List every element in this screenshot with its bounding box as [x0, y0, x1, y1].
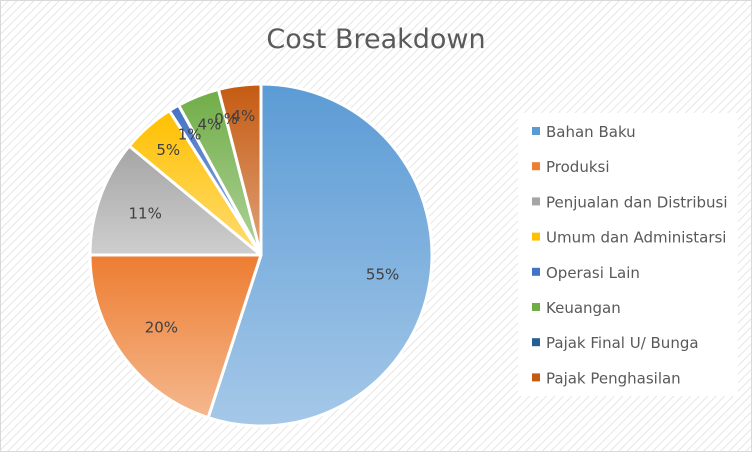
legend-label: Pajak Final U/ Bunga — [546, 334, 699, 352]
legend-swatch — [532, 267, 540, 276]
pie-slice — [206, 82, 434, 428]
data-label: 4% — [232, 107, 256, 125]
legend-label: Keuangan — [546, 299, 621, 317]
legend-label: Produksi — [546, 158, 610, 176]
legend-swatch — [532, 197, 540, 206]
legend-swatch — [532, 127, 540, 135]
pie-slice — [88, 144, 263, 257]
legend-label: Umum dan Administarsi — [546, 229, 726, 247]
legend-swatch — [532, 338, 540, 347]
legend-swatch — [532, 303, 540, 311]
legend-label: Bahan Baku — [546, 123, 636, 141]
data-label: 1% — [178, 125, 202, 143]
legend-swatch — [532, 232, 540, 241]
legend-swatch — [532, 373, 540, 382]
legend: Bahan Baku Produksi Penjualan dan Distribu… — [532, 123, 728, 387]
pie-slices — [88, 82, 434, 428]
pie-slice — [216, 82, 263, 257]
legend-box — [518, 113, 738, 396]
pie-labels: 55%20%11%5%1%4%0%4% — [129, 107, 400, 336]
legend-swatch — [532, 162, 540, 171]
pie-slice — [88, 253, 263, 420]
data-label: 4% — [198, 116, 222, 134]
data-label: 55% — [366, 265, 399, 283]
data-label: 0% — [214, 110, 238, 128]
data-label: 20% — [145, 318, 178, 336]
legend-label: Penjualan dan Distribusi — [546, 193, 728, 211]
chart-title: Cost Breakdown — [266, 24, 485, 55]
data-label: 11% — [129, 204, 162, 222]
data-label: 5% — [156, 141, 180, 159]
legend-label: Pajak Penghasilan — [546, 369, 681, 387]
legend-label: Operasi Lain — [546, 264, 640, 282]
